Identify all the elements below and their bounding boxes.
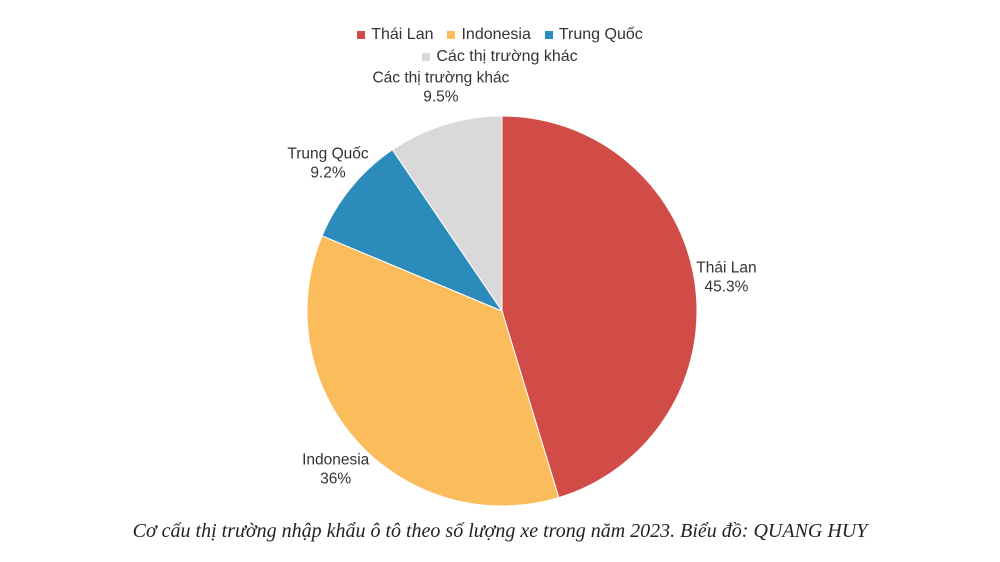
legend-item: Các thị trường khác — [422, 48, 578, 66]
slice-label: Trung Quốc 9.2% — [287, 145, 369, 181]
legend-item: Trung Quốc — [544, 26, 643, 44]
pie-slice — [501, 115, 698, 499]
legend-swatch — [357, 31, 366, 39]
legend-swatch — [447, 31, 456, 39]
legend-label: Thái Lan — [371, 26, 434, 43]
slice-value-label: 45.3% — [704, 278, 748, 295]
slice-value-label: 36% — [320, 471, 351, 488]
slice-category-label: Các thị trường khác — [372, 69, 509, 86]
legend-label: Trung Quốc — [558, 26, 643, 43]
slice-label: Các thị trường khác 9.5% — [372, 69, 509, 105]
legend-label: Indonesia — [461, 26, 531, 43]
slice-value-label: 9.2% — [310, 164, 346, 181]
legend-swatch — [544, 31, 553, 39]
slice-value-label: 9.5% — [423, 88, 459, 105]
pie-slice — [321, 149, 504, 313]
slice-category-label: Thái Lan — [696, 259, 756, 276]
pie-slice — [306, 235, 560, 507]
legend-item: Thái Lan — [357, 26, 433, 44]
legend-item: Indonesia — [447, 26, 531, 44]
legend-label: Các thị trường khác — [436, 48, 578, 65]
slice-label: Thái Lan 45.3% — [696, 259, 756, 295]
pie-slice — [391, 115, 503, 313]
slice-category-label: Trung Quốc — [287, 145, 369, 162]
slice-label: Indonesia 36% — [302, 452, 370, 488]
chart-caption: Cơ cấu thị trường nhập khẩu ô tô theo số… — [132, 520, 868, 542]
legend-swatch — [422, 53, 431, 61]
chart-legend: Thái Lan Indonesia Trung Quốc Các thị trườn… — [300, 26, 700, 66]
slice-category-label: Indonesia — [302, 452, 370, 469]
